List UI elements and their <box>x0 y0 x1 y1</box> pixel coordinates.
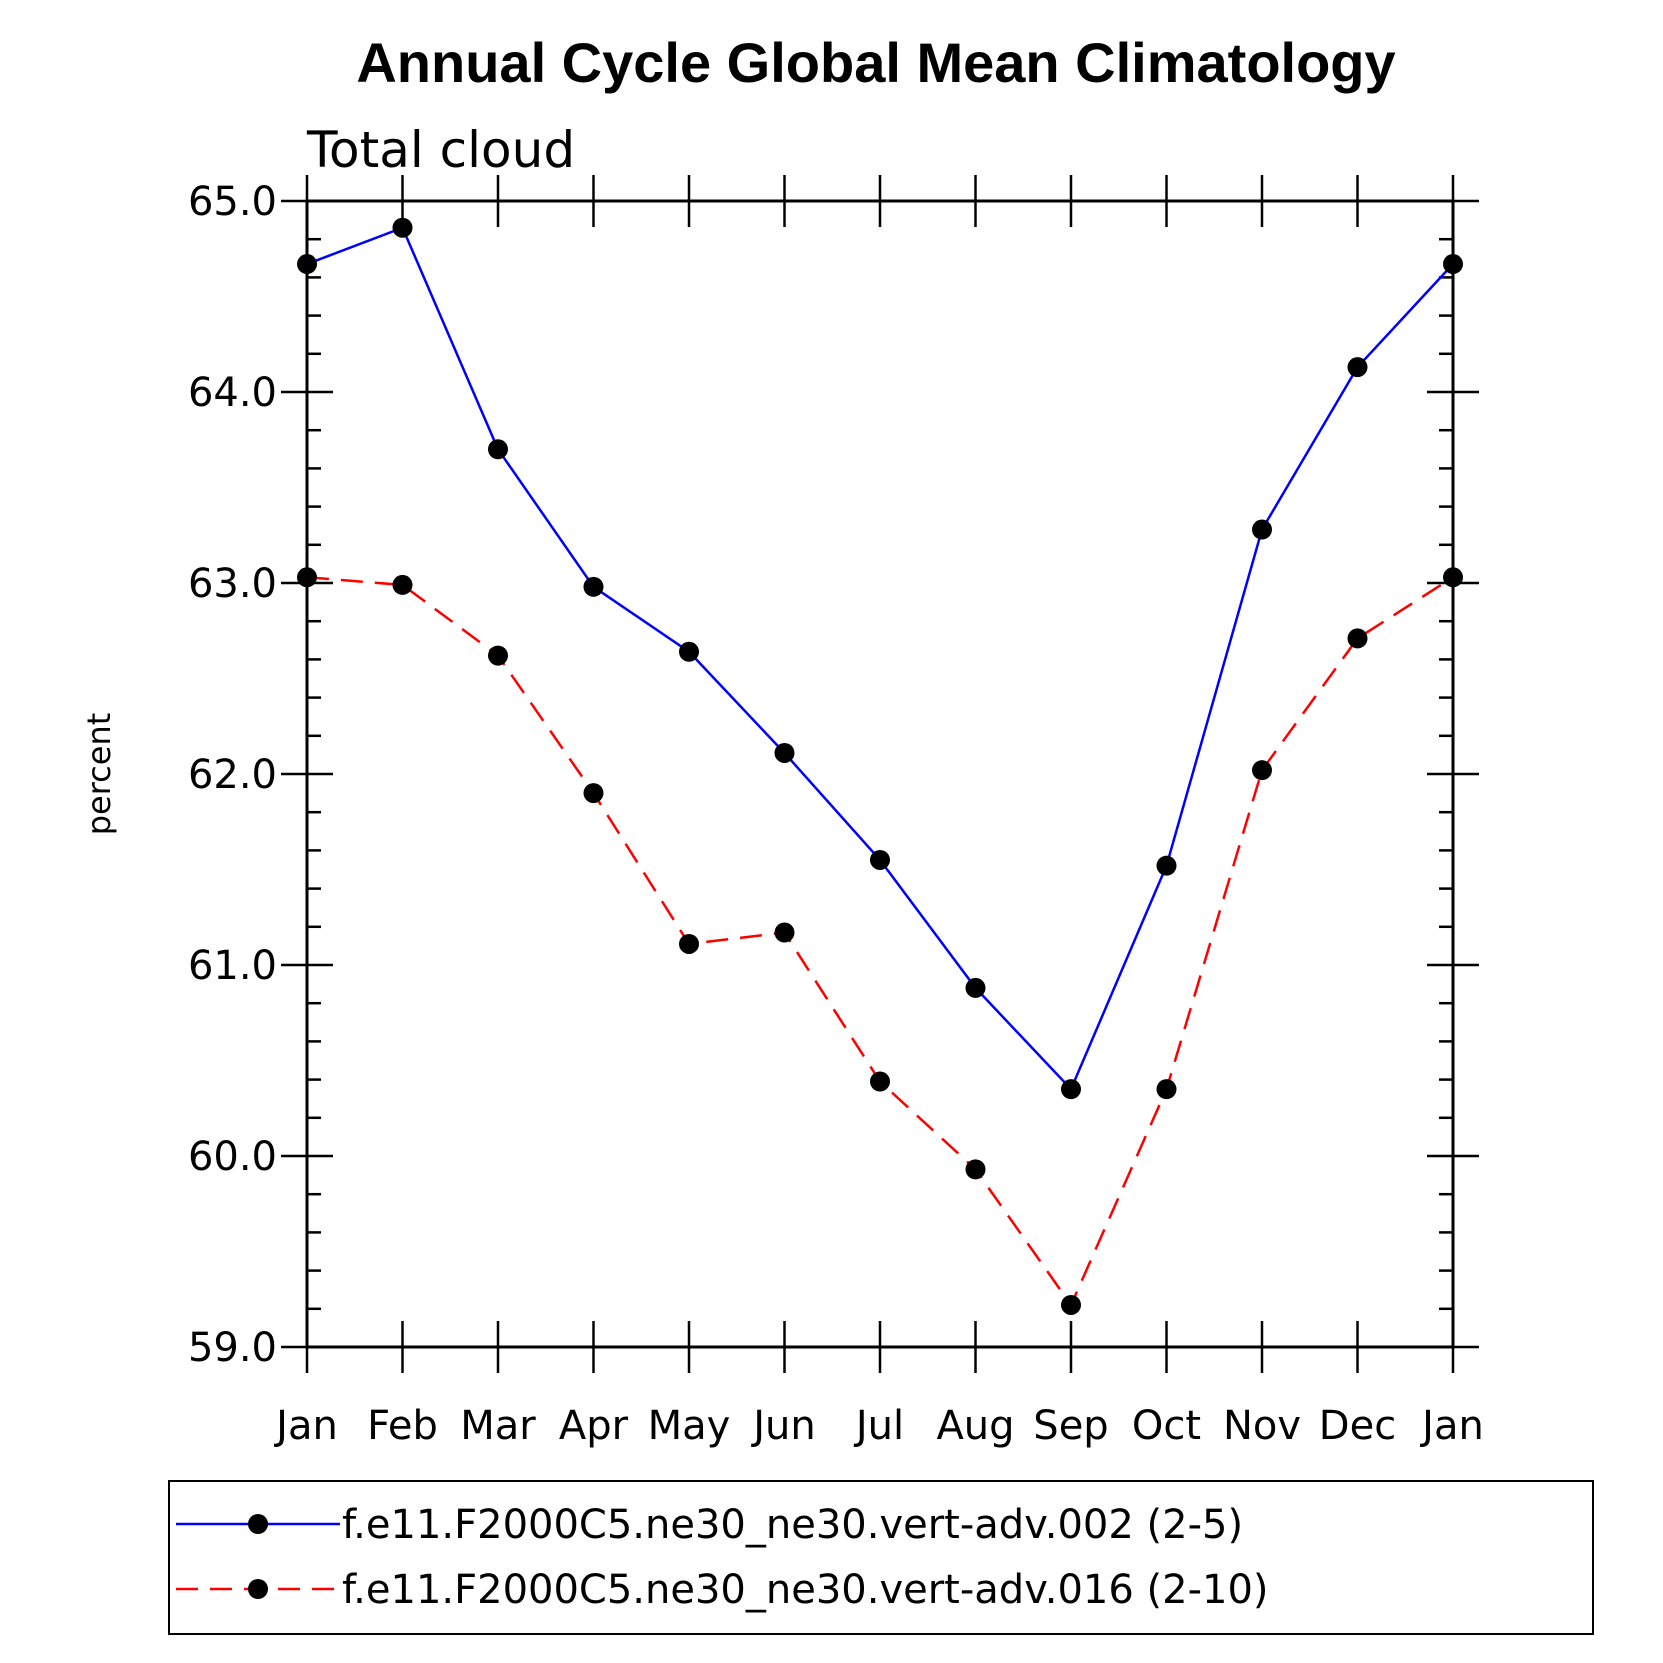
x-tick-label: Apr <box>559 1403 629 1449</box>
data-point <box>1252 760 1272 781</box>
data-point <box>488 439 508 460</box>
data-point <box>870 849 890 870</box>
data-point <box>870 1071 890 1092</box>
data-point <box>488 645 508 666</box>
data-point <box>1156 855 1177 876</box>
legend-box <box>168 1480 1594 1635</box>
data-point <box>1252 519 1272 540</box>
y-tick-label: 61.0 <box>188 943 277 989</box>
series-layer <box>297 217 1463 1315</box>
data-point <box>1443 254 1463 275</box>
data-point <box>297 254 317 275</box>
data-point <box>392 217 413 238</box>
data-point <box>1061 1294 1081 1315</box>
chart-subtitle: Total cloud <box>306 121 575 179</box>
x-tick-labels: Jan Feb Mar Apr May Jun Jul Aug Sep Oct Nov Dec Jan <box>273 1403 1484 1449</box>
data-point <box>297 567 317 588</box>
series-line-2 <box>306 576 1454 1308</box>
legend-label-2: f.e11.F2000C5.ne30_ne30.vert-adv.016 (2-… <box>342 1567 1269 1613</box>
data-point <box>583 576 604 597</box>
data-point <box>1347 357 1368 378</box>
data-point <box>1156 1079 1177 1100</box>
y-axis-label: percent <box>80 713 118 836</box>
x-tick-label: Feb <box>367 1403 438 1449</box>
y-tick-label: 62.0 <box>188 752 277 798</box>
x-tick-label: Mar <box>460 1403 536 1449</box>
y-tick-label: 63.0 <box>188 561 277 607</box>
legend-marker <box>248 1514 268 1534</box>
data-point <box>679 641 699 662</box>
x-tick-label: Jul <box>853 1403 904 1449</box>
y-tick-label: 60.0 <box>188 1134 277 1180</box>
x-tick-label: Aug <box>936 1403 1014 1449</box>
x-tick-label: Nov <box>1223 1403 1301 1449</box>
x-tick-label: Jan <box>273 1403 338 1449</box>
data-point <box>392 574 413 595</box>
x-tick-label: Oct <box>1132 1403 1201 1449</box>
x-tick-label: Jun <box>750 1403 816 1449</box>
data-point <box>583 783 604 804</box>
y-tick-label: 65.0 <box>188 179 277 225</box>
data-point <box>1347 628 1368 649</box>
x-tick-label: Dec <box>1319 1403 1396 1449</box>
data-point <box>965 1159 986 1180</box>
series-line-1 <box>306 226 1454 1092</box>
data-point <box>679 933 699 954</box>
data-point <box>774 922 795 943</box>
x-tick-label: Sep <box>1033 1403 1108 1449</box>
y-tick-label: 59.0 <box>188 1325 277 1371</box>
data-point <box>1061 1079 1081 1100</box>
data-point <box>1443 567 1463 588</box>
data-point <box>774 742 795 763</box>
axis-ticks <box>281 175 1479 1373</box>
plot-frame <box>305 199 1455 1349</box>
legend-label-1: f.e11.F2000C5.ne30_ne30.vert-adv.002 (2-… <box>342 1502 1243 1548</box>
y-tick-label: 64.0 <box>188 370 277 416</box>
legend: f.e11.F2000C5.ne30_ne30.vert-adv.002 (2-… <box>176 1502 1269 1613</box>
x-tick-label: Jan <box>1419 1403 1484 1449</box>
chart-title: Annual Cycle Global Mean Climatology <box>356 31 1395 94</box>
x-tick-label: May <box>648 1403 731 1449</box>
data-point <box>965 977 986 998</box>
y-tick-labels: 59.0 60.0 61.0 62.0 63.0 64.0 65.0 <box>188 179 277 1371</box>
legend-marker <box>248 1579 268 1599</box>
